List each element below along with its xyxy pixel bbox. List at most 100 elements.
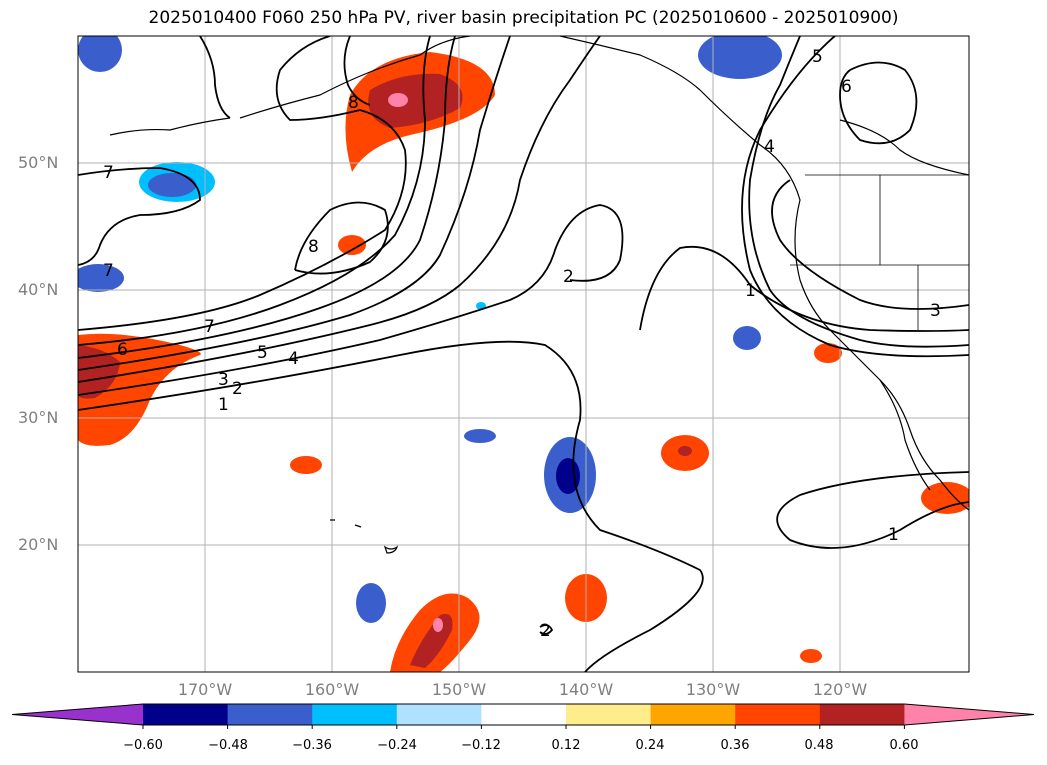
- colorbar-tick-10: 0.60: [889, 738, 919, 753]
- map-frame: [77, 35, 970, 673]
- contour-label-2a: 2: [232, 379, 243, 399]
- contour-label-2c: 2: [540, 621, 551, 641]
- pv-contour-1-south: [776, 471, 969, 549]
- lon-label-150w: 150°W: [431, 680, 487, 699]
- pv-contour-7-ak: [199, 36, 231, 119]
- pv-contour-7-nw: [78, 167, 201, 266]
- pos-blob-mexico: [921, 482, 969, 514]
- lon-label-160w: 160°W: [304, 680, 360, 699]
- lat-label-40n: 40°N: [18, 280, 59, 299]
- pv-contour-2-small: [539, 624, 554, 635]
- colorbar-bin: [735, 704, 821, 725]
- pv-contour-8: [294, 201, 389, 275]
- contour-labels: 1 2 3 4 5 6 7 7 7 8 8 2 2 1 1 3 5 6 4: [103, 47, 941, 641]
- colorbar-bin: [312, 704, 398, 725]
- neg-blob-nw: [78, 36, 122, 72]
- pv-contour-6: [78, 36, 431, 346]
- pv-contour-6-ring: [839, 61, 918, 145]
- contour-label-6a: 6: [117, 340, 128, 360]
- lat-label-30n: 30°N: [18, 408, 59, 427]
- pos-blob-tiny: [800, 649, 822, 663]
- colorbar-bin: [650, 704, 736, 725]
- pos-blob-small1: [338, 235, 366, 255]
- canada-interior: [839, 119, 969, 176]
- colorbar-tick-2: −0.48: [208, 738, 248, 753]
- contour-label-1a: 1: [218, 395, 229, 415]
- pv-contour-4: [78, 36, 511, 371]
- contour-label-6b: 6: [841, 77, 852, 97]
- contour-label-4a: 4: [288, 349, 299, 369]
- contour-label-1b: 1: [745, 281, 756, 301]
- lon-label-130w: 130°W: [685, 680, 741, 699]
- pv-contour-1: [78, 340, 704, 672]
- borders: [790, 174, 969, 330]
- colorbar-tick-5: −0.12: [461, 738, 501, 753]
- contour-label-7a: 7: [204, 317, 215, 337]
- colorbar: [11, 703, 1035, 729]
- neg-blob-ak: [698, 36, 782, 79]
- lat-label-20n: 20°N: [18, 535, 59, 554]
- baja: [879, 379, 931, 491]
- contour-label-3a: 3: [218, 370, 229, 390]
- coastlines: [109, 36, 969, 554]
- pv-contour-4-east: [748, 36, 969, 348]
- hawaii-islands: [330, 519, 399, 554]
- pv-contour-3: [78, 36, 601, 383]
- aleutians: [109, 117, 231, 136]
- neg-blob-sub4: [356, 583, 386, 623]
- graticule: [78, 36, 969, 672]
- pv-contours: [78, 36, 969, 672]
- pv-contour-1-east: [639, 246, 969, 332]
- precip-shading: [78, 36, 969, 672]
- contour-label-7b: 7: [103, 163, 114, 183]
- neg-blob-sub3: [464, 429, 496, 443]
- contour-label-2b: 2: [563, 267, 574, 287]
- neg-blob-42n: [78, 264, 124, 292]
- pos-blob-west-core: [78, 345, 120, 399]
- map-area: 1 2 3 4 5 6 7 7 7 8 8 2 2 1 1 3 5 6 4: [78, 36, 969, 672]
- colorbar-tick-7: 0.24: [635, 738, 665, 753]
- pos-blob-mid-core: [678, 446, 692, 456]
- colorbar-extend-low: [12, 704, 143, 725]
- colorbar-tick-4: −0.24: [377, 738, 417, 753]
- contour-label-7c: 7: [103, 261, 114, 281]
- figure-title: 2025010400 F060 250 hPa PV, river basin …: [148, 8, 899, 28]
- pos-blob-gulf-peak: [388, 93, 408, 107]
- lon-label-140w: 140°W: [558, 680, 614, 699]
- alaska-coast: [239, 36, 471, 119]
- pos-blob-gulf-core: [368, 73, 463, 128]
- pv-contour-7: [78, 36, 407, 331]
- colorbar-bin: [143, 704, 229, 725]
- contour-label-8a: 8: [308, 237, 319, 257]
- colorbar-tick-3: −0.36: [292, 738, 332, 753]
- colorbar-bin: [396, 704, 482, 725]
- na-coast: [559, 36, 969, 511]
- contour-label-1c: 1: [888, 525, 899, 545]
- colorbar-tick-1: −0.60: [123, 738, 163, 753]
- colorbar-bin: [481, 704, 567, 725]
- colorbar-tick-8: 0.36: [720, 738, 750, 753]
- pv-contour-5: [78, 36, 456, 359]
- contour-label-5b: 5: [812, 47, 823, 67]
- pv-contour-8-north: [343, 36, 371, 106]
- pv-contour-3-east: [771, 179, 969, 310]
- contour-label-8b: 8: [348, 93, 359, 113]
- colorbar-bin: [566, 704, 652, 725]
- pv-contour-2: [78, 204, 624, 396]
- pos-blob-baja: [814, 343, 842, 363]
- lat-label-50n: 50°N: [18, 153, 59, 172]
- contour-label-3b: 3: [930, 301, 941, 321]
- lon-label-170w: 170°W: [177, 680, 233, 699]
- colorbar-extend-high: [904, 704, 1034, 725]
- contour-label-4b: 4: [764, 137, 775, 157]
- colorbar-tick-6: 0.12: [551, 738, 581, 753]
- colorbar-bin: [227, 704, 313, 725]
- pos-blob-hawaii-peak: [433, 618, 443, 632]
- neg-blob-50n-core: [148, 173, 196, 197]
- pos-blob-small2: [290, 456, 322, 474]
- pv-contour-5-east: [741, 36, 969, 358]
- contour-label-5a: 5: [257, 343, 268, 363]
- colorbar-bin: [819, 704, 905, 725]
